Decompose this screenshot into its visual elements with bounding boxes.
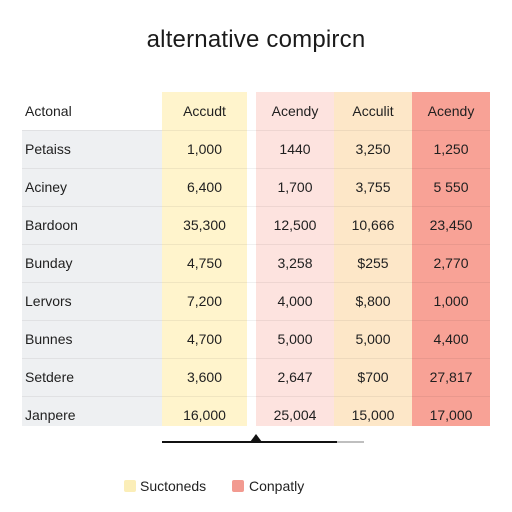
row-label: Setdere [25, 369, 75, 385]
table-cell: 4,000 [277, 293, 313, 309]
row-separator [22, 282, 490, 283]
table-cell: 1,700 [277, 179, 313, 195]
table-cell: 5,000 [277, 331, 313, 347]
table-cell: 5,000 [355, 331, 391, 347]
table-cell: 4,700 [186, 331, 223, 347]
row-separator [22, 206, 490, 207]
legend-label-2: Conpatly [249, 478, 305, 494]
table-cell: 4,400 [433, 331, 469, 347]
table-cell: 25,004 [273, 407, 317, 423]
table-cell: 5 550 [433, 179, 469, 195]
column-band-3 [334, 92, 412, 426]
row-separator [22, 244, 490, 245]
row-label: Janpere [25, 407, 76, 423]
row-label-stripe [22, 130, 162, 426]
table-cell: 17,000 [429, 407, 473, 423]
column-band-2 [256, 92, 334, 426]
column-header: Acendy [271, 103, 319, 119]
table-cell: $255 [357, 255, 389, 271]
column-header: Acculit [352, 103, 394, 119]
table-cell: $700 [357, 369, 389, 385]
table-cell: $,800 [355, 293, 391, 309]
row-label: Bunday [25, 255, 73, 271]
table-cell: 2,647 [277, 369, 313, 385]
table-cell: 3,250 [355, 141, 391, 157]
table-cell: 15,000 [351, 407, 395, 423]
table-cell: 35,300 [183, 217, 226, 233]
table-cell: 16,000 [183, 407, 226, 423]
row-separator [22, 358, 490, 359]
row-separator [22, 396, 490, 397]
table-cell: 2,770 [433, 255, 469, 271]
table-cell: 12,500 [273, 217, 317, 233]
table-cell: 3,755 [355, 179, 391, 195]
axis-marker-icon [250, 434, 262, 442]
table-cell: 1,250 [433, 141, 469, 157]
chart-title: alternative compircn [146, 26, 366, 53]
row-separator [22, 168, 490, 169]
column-header: Acendy [427, 103, 475, 119]
row-label: Bunnes [25, 331, 73, 347]
table-cell: 7,200 [186, 293, 223, 309]
table-cell: 1440 [279, 141, 311, 157]
table-cell: 3,258 [277, 255, 313, 271]
row-label: Petaiss [25, 141, 71, 157]
row-label: Lervors [25, 293, 72, 309]
row-label: Bardoon [25, 217, 78, 233]
column-band-4 [412, 92, 490, 426]
table-cell: 6,400 [186, 179, 223, 195]
column-header: Accudt [183, 103, 226, 119]
legend-swatch-1 [124, 480, 136, 492]
column-band-1 [162, 92, 247, 426]
row-header-label: Actonal [25, 103, 72, 119]
axis-line [162, 441, 337, 443]
legend-swatch-2 [232, 480, 244, 492]
table-cell: 23,450 [429, 217, 473, 233]
row-label: Aciney [25, 179, 68, 195]
table-cell: 1,000 [186, 141, 223, 157]
row-separator [22, 320, 490, 321]
legend-label-1: Suctoneds [140, 478, 207, 494]
table-cell: 3,600 [186, 369, 223, 385]
table-cell: 10,666 [351, 217, 395, 233]
table-cell: 27,817 [429, 369, 473, 385]
table-cell: 4,750 [186, 255, 223, 271]
table-cell: 1,000 [433, 293, 469, 309]
row-separator [22, 130, 490, 131]
